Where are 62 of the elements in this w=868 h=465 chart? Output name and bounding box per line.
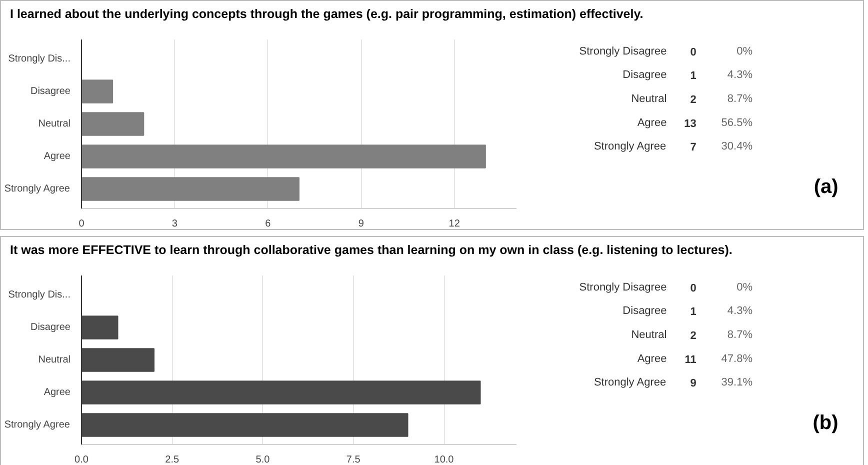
text: 4.3%: [727, 69, 753, 82]
x-tick-label: 5.0: [256, 454, 270, 465]
text: 30.4%: [721, 140, 753, 153]
y-tick-label: Strongly Agree: [4, 184, 70, 194]
y-tick-label: Agree: [44, 151, 71, 162]
x-tick-label: 7.5: [346, 454, 361, 465]
y-tick-label: Strongly Dis...: [8, 290, 71, 300]
x-tick-label: 9: [358, 218, 364, 230]
text: Strongly Disagree: [579, 281, 667, 294]
text: 1: [690, 70, 696, 82]
x-tick-label: 10.0: [434, 454, 454, 465]
text: (b): [812, 412, 838, 434]
bar: [82, 80, 114, 104]
text: 1: [690, 306, 696, 318]
bar: [82, 316, 118, 340]
text: 56.5%: [721, 116, 753, 129]
text: 0%: [736, 45, 753, 58]
bar: [82, 144, 486, 168]
bar: [82, 348, 154, 372]
x-tick-label: 3: [172, 218, 178, 230]
text: 11: [684, 354, 696, 366]
text: 0: [690, 282, 696, 294]
text: Disagree: [622, 305, 667, 318]
y-tick-label: Strongly Agree: [4, 420, 70, 430]
y-tick-label: Strongly Dis...: [8, 54, 71, 64]
y-tick-label: Agree: [44, 387, 71, 398]
text: Neutral: [631, 93, 667, 106]
text: 2: [690, 330, 696, 342]
x-tick-label: 12: [448, 218, 460, 230]
text: Agree: [637, 352, 667, 365]
text: 9: [690, 378, 696, 390]
text: 8.7%: [727, 329, 753, 342]
text: Neutral: [631, 329, 667, 342]
y-tick-label: Disagree: [30, 86, 71, 97]
text: Strongly Disagree: [579, 45, 667, 58]
y-tick-label: Disagree: [30, 322, 71, 333]
text: 2: [690, 94, 696, 106]
text: (a): [814, 176, 838, 198]
text: 39.1%: [721, 376, 753, 389]
x-tick-label: 0: [78, 218, 85, 230]
x-tick-label: 0.0: [74, 454, 89, 465]
text: 13: [684, 118, 696, 130]
text: Strongly Agree: [594, 376, 666, 389]
y-tick-label: Neutral: [38, 354, 71, 366]
text: 8.7%: [727, 93, 753, 106]
bar: [82, 413, 408, 437]
text: 7: [690, 142, 696, 154]
chart-title: It was more EFFECTIVE to learn through collaborative games than learning on my own in class (e.g. listening to lectures).: [10, 242, 732, 259]
text: 47.8%: [721, 352, 753, 365]
text: 0%: [736, 281, 753, 294]
text: Disagree: [622, 69, 667, 82]
x-tick-label: 2.5: [165, 454, 180, 465]
x-tick-label: 6: [265, 218, 272, 230]
text: 0: [690, 46, 696, 58]
bar: [82, 380, 481, 404]
text: Strongly Agree: [594, 140, 666, 153]
text: Agree: [637, 116, 667, 129]
chart-title: I learned about the underlying concepts through the games (e.g. pair programming, estimation) effectively.: [10, 6, 644, 23]
text: 4.3%: [727, 305, 753, 318]
y-tick-label: Neutral: [38, 118, 71, 130]
bar: [82, 177, 300, 201]
bar: [82, 112, 144, 136]
